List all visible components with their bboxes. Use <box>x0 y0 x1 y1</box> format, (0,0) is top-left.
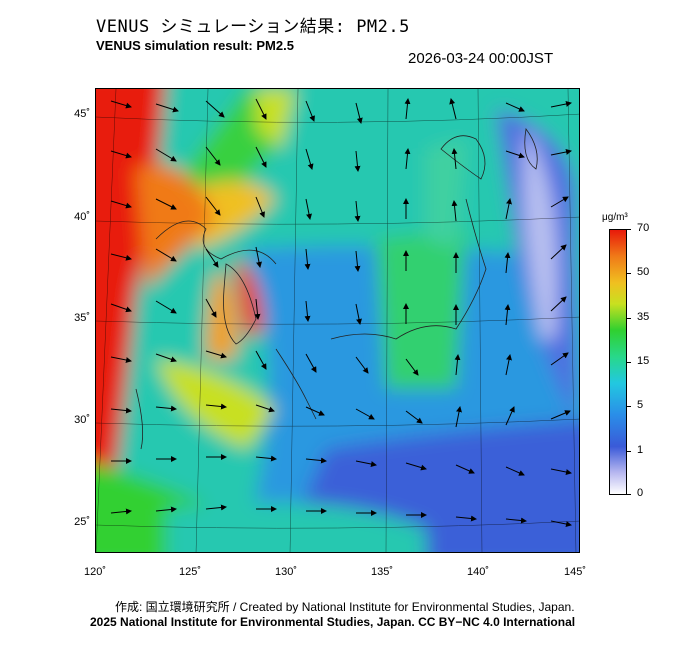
lon-label-125: 125˚ <box>178 566 202 578</box>
colorbar-label-0: 0 <box>637 487 644 499</box>
lat-label-25: 25˚ <box>74 516 90 528</box>
lon-label-135: 135˚ <box>370 566 394 578</box>
lon-label-140: 140˚ <box>466 566 490 578</box>
concentration-field <box>96 89 579 552</box>
forecast-timestamp: 2026-03-24 00:00JST <box>408 50 554 67</box>
colorbar-label-70: 70 <box>637 222 650 234</box>
lat-label-45: 45˚ <box>74 108 90 120</box>
colorbar-tick <box>627 494 631 495</box>
lat-label-35: 35˚ <box>74 312 90 324</box>
colorbar-label-15: 15 <box>637 355 650 367</box>
credit-license: 2025 National Institute for Environmenta… <box>90 615 576 629</box>
colorbar <box>609 229 627 495</box>
colorbar-tick <box>627 406 631 407</box>
graticule <box>96 89 579 552</box>
colorbar-tick <box>627 229 631 230</box>
colorbar-tick <box>627 318 631 319</box>
title-english: VENUS simulation result: PM2.5 <box>96 38 294 53</box>
lon-label-120: 120˚ <box>83 566 107 578</box>
colorbar-unit: μg/m³ <box>602 212 628 223</box>
colorbar-label-5: 5 <box>637 399 644 411</box>
lon-label-145: 145˚ <box>563 566 587 578</box>
colorbar-label-35: 35 <box>637 311 650 323</box>
colorbar-tick <box>627 362 631 363</box>
coastlines <box>135 128 538 450</box>
title-japanese: VENUS シミュレーション結果: PM2.5 <box>96 17 410 37</box>
colorbar-label-50: 50 <box>637 266 650 278</box>
colorbar-tick <box>627 273 631 274</box>
lat-label-30: 30˚ <box>74 414 90 426</box>
wind-vectors <box>110 98 572 527</box>
colorbar-label-1: 1 <box>637 444 644 456</box>
credit-creator: 作成: 国立環境研究所 / Created by National Instit… <box>115 600 575 614</box>
colorbar-tick <box>627 451 631 452</box>
lon-label-130: 130˚ <box>274 566 298 578</box>
pm25-map <box>95 88 580 553</box>
lat-label-40: 40˚ <box>74 211 90 223</box>
